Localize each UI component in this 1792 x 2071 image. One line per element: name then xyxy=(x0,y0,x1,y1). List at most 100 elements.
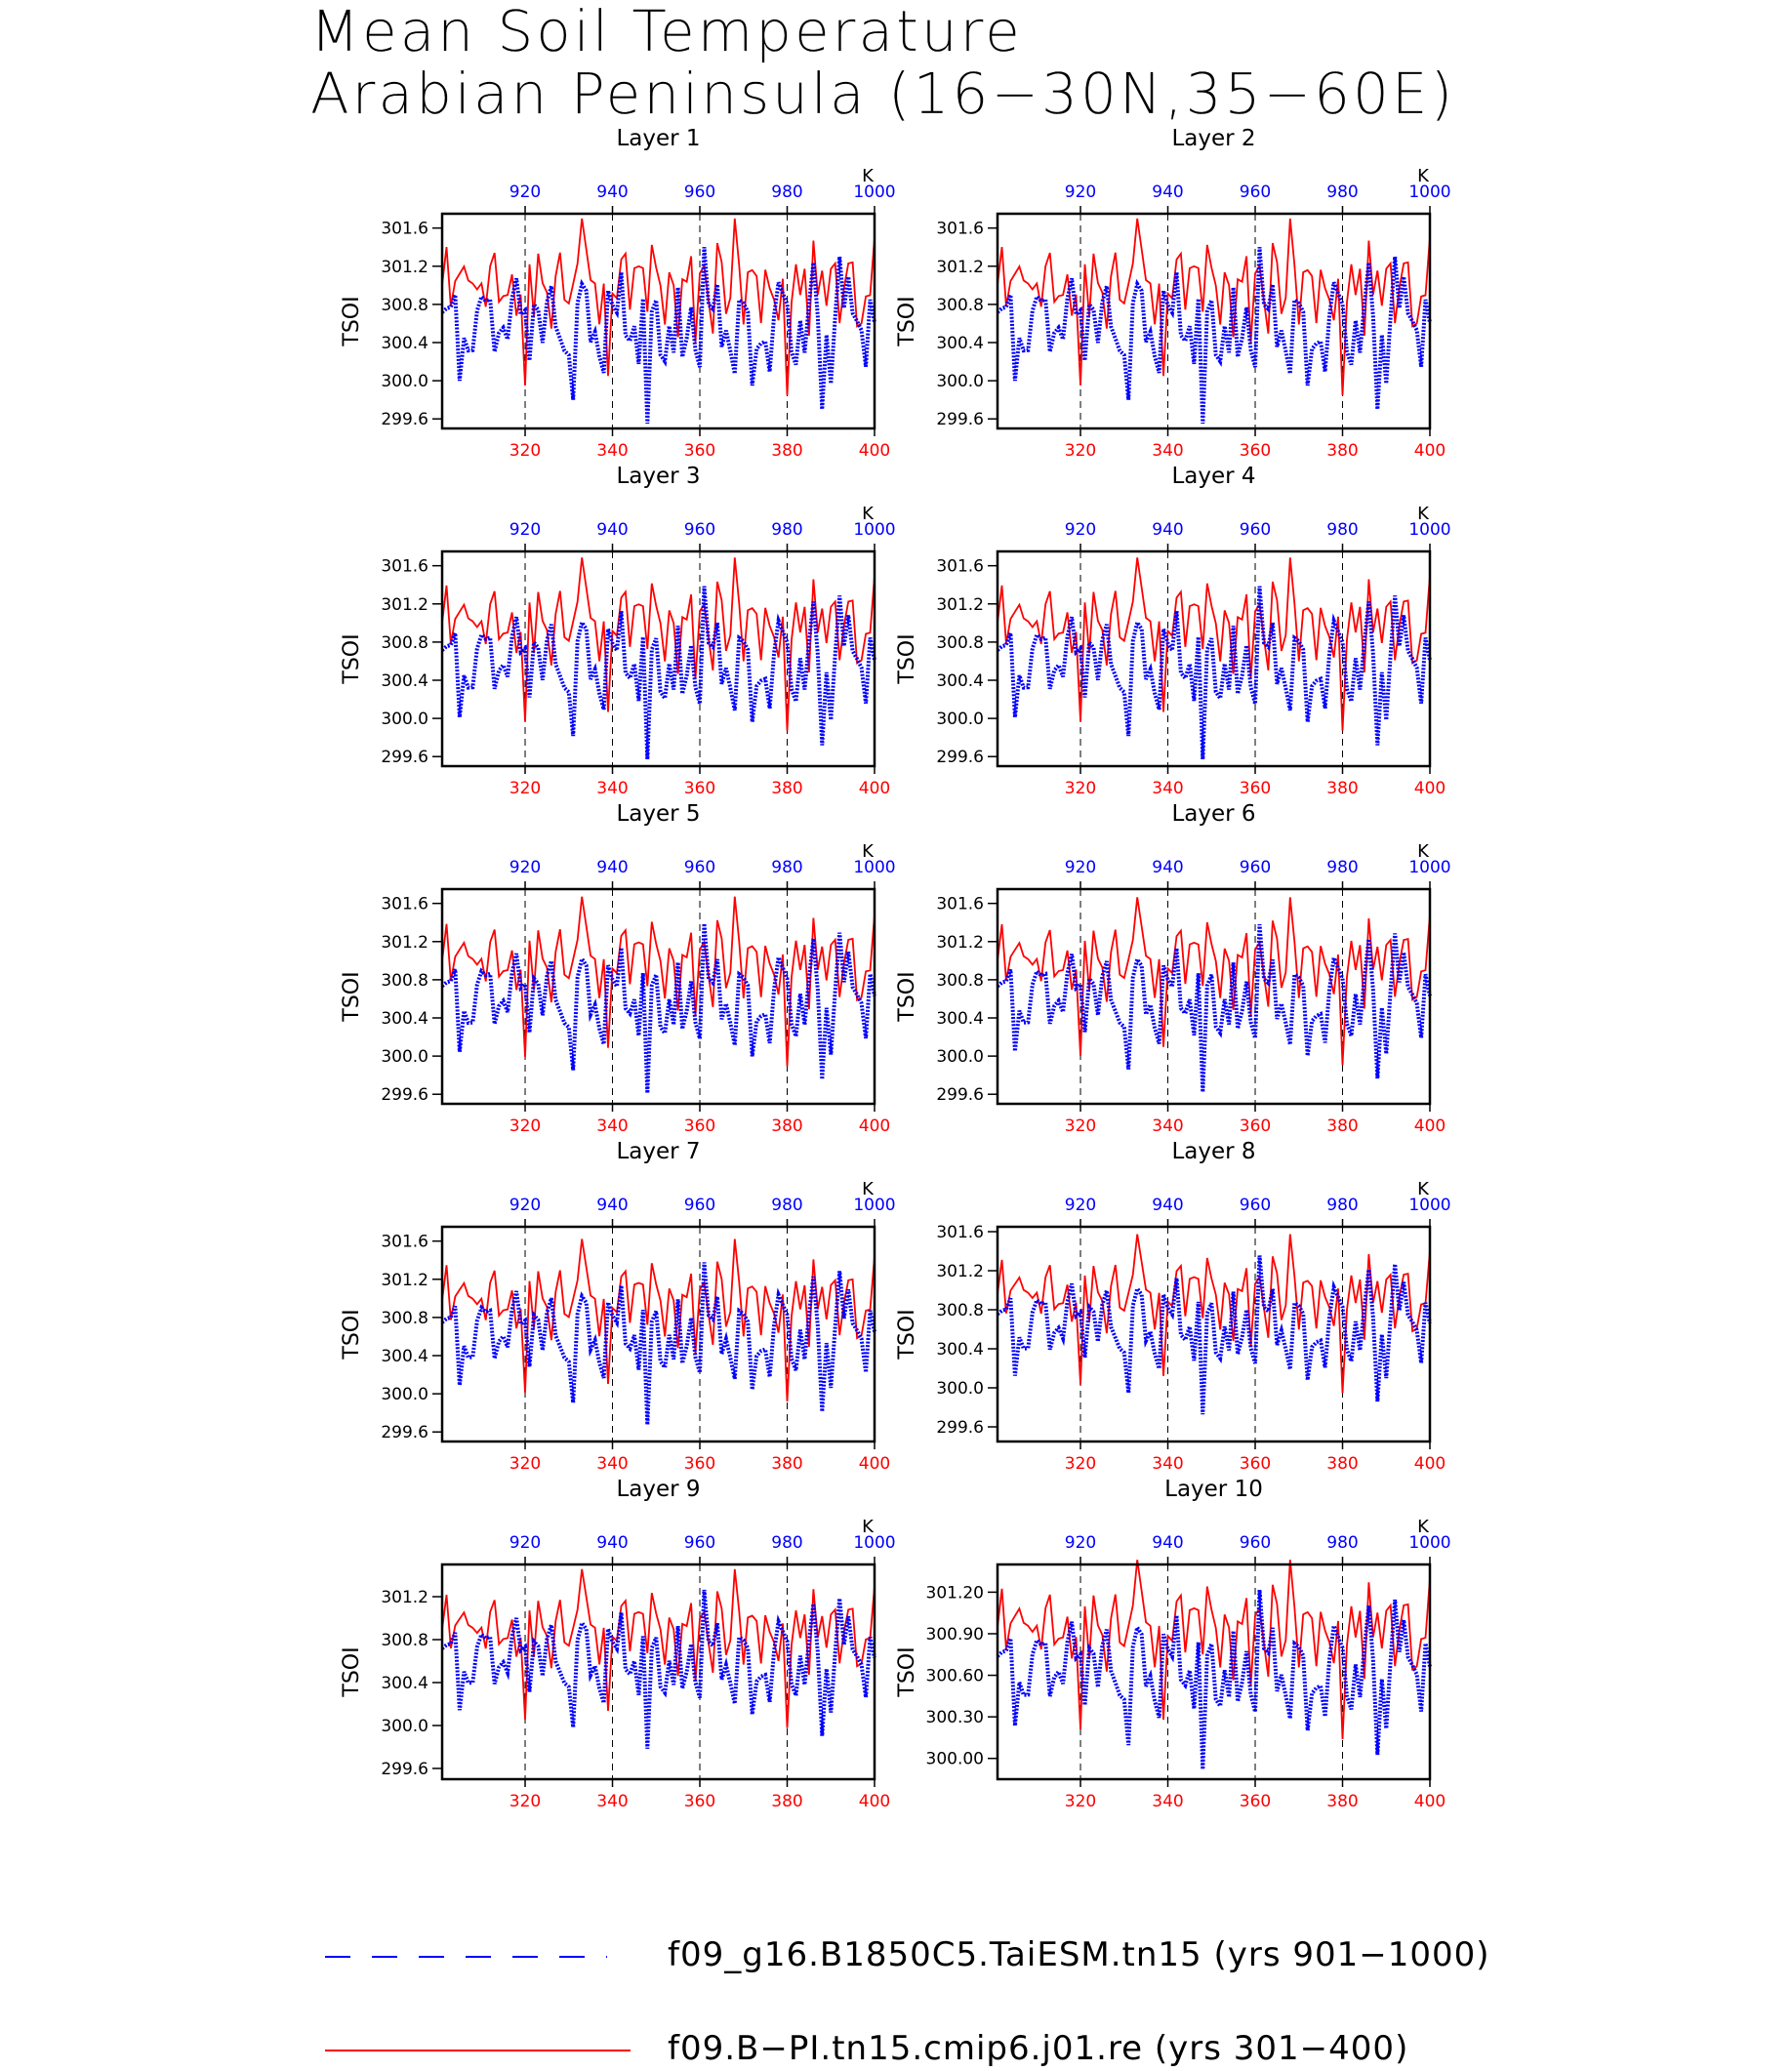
plot-frame xyxy=(440,1563,876,1781)
y-tick-label: 300.4 xyxy=(381,1009,428,1029)
x-top-tick-label: 980 xyxy=(1326,858,1358,877)
y-tick-label: 301.2 xyxy=(381,1271,428,1290)
x-tick-label: 380 xyxy=(1326,1117,1358,1136)
y-axis-label: TSOI xyxy=(340,296,364,346)
panel-layer-2: Layer 2 TSOI 320 920 340 940 360 960 380 980 400 10… xyxy=(895,126,1451,461)
x-top-tick-label: 1000 xyxy=(1408,1196,1450,1215)
x-top-tick-label: 940 xyxy=(1152,183,1183,202)
panel-layer-5: Layer 5 TSOI 320 920 340 940 360 960 380 980 400 10… xyxy=(340,801,896,1136)
x-top-tick-label: 980 xyxy=(771,1533,802,1553)
x-tick-label: 320 xyxy=(509,441,541,461)
x-top-tick-label: 940 xyxy=(596,520,628,540)
series-line-model-a xyxy=(996,1255,1432,1415)
y-tick-label: 301.6 xyxy=(936,1223,984,1242)
x-top-tick-label: 920 xyxy=(1065,183,1096,202)
y-tick-label: 299.6 xyxy=(381,410,428,429)
x-top-tick-label: 960 xyxy=(684,183,715,202)
series-line-model-b xyxy=(441,1239,876,1401)
y-tick-label: 301.6 xyxy=(381,220,428,239)
x-tick-label: 380 xyxy=(771,1117,802,1136)
y-tick-label: 299.6 xyxy=(936,1085,984,1105)
plot-frame xyxy=(440,549,876,768)
x-tick-label: 400 xyxy=(859,779,890,798)
x-tick-label: 380 xyxy=(771,1454,802,1474)
x-top-tick-label: 980 xyxy=(771,183,802,202)
panel-layer-9: Layer 9 TSOI 320 920 340 940 360 960 380 980 400 10… xyxy=(340,1477,896,1811)
x-tick-label: 380 xyxy=(1326,1454,1358,1474)
x-tick-label: 340 xyxy=(1152,1792,1183,1811)
plot-frame xyxy=(996,549,1432,768)
series-line-model-a xyxy=(440,923,876,1094)
x-top-unit: K xyxy=(862,1517,875,1537)
y-tick-label: 300.90 xyxy=(926,1625,984,1645)
series-line-model-a xyxy=(996,1589,1432,1769)
x-tick-label: 400 xyxy=(1414,1454,1446,1474)
series-line-model-b xyxy=(997,218,1431,395)
x-tick-label: 360 xyxy=(1240,1454,1271,1474)
x-tick-label: 400 xyxy=(859,441,890,461)
x-tick-label: 360 xyxy=(684,1117,715,1136)
x-top-tick-label: 1000 xyxy=(1408,520,1450,540)
y-tick-label: 299.6 xyxy=(936,410,984,429)
x-top-tick-label: 960 xyxy=(1240,520,1271,540)
panel-layer-8: Layer 8 TSOI 320 920 340 940 360 960 380 980 400 10… xyxy=(895,1139,1451,1474)
y-tick-label: 301.2 xyxy=(936,258,984,277)
series-line-model-a xyxy=(996,247,1432,425)
x-top-tick-label: 960 xyxy=(684,1196,715,1215)
x-tick-label: 380 xyxy=(1326,1792,1358,1811)
x-tick-label: 320 xyxy=(509,1117,541,1136)
x-top-tick-label: 920 xyxy=(1065,858,1096,877)
x-tick-label: 340 xyxy=(1152,1117,1183,1136)
x-top-tick-label: 920 xyxy=(509,1533,541,1553)
x-top-unit: K xyxy=(1417,1517,1430,1537)
y-tick-label: 301.20 xyxy=(926,1583,984,1603)
y-tick-label: 301.2 xyxy=(381,1588,428,1607)
x-tick-label: 340 xyxy=(1152,779,1183,798)
x-top-unit: K xyxy=(1417,166,1430,186)
x-tick-label: 340 xyxy=(1152,1454,1183,1474)
x-top-tick-label: 960 xyxy=(684,1533,715,1553)
x-tick-label: 320 xyxy=(509,779,541,798)
series-line-model-a xyxy=(440,1262,876,1425)
x-top-tick-label: 1000 xyxy=(1408,1533,1450,1553)
y-tick-label: 300.4 xyxy=(381,1674,428,1693)
y-tick-label: 301.6 xyxy=(936,557,984,577)
y-tick-label: 300.8 xyxy=(936,296,984,315)
y-tick-label: 300.8 xyxy=(381,1631,428,1650)
y-tick-label: 299.6 xyxy=(936,1418,984,1438)
x-top-tick-label: 1000 xyxy=(853,520,895,540)
x-tick-label: 400 xyxy=(1414,779,1446,798)
y-axis-label: TSOI xyxy=(340,633,364,684)
series-line-model-b xyxy=(997,1234,1431,1394)
plot-frame xyxy=(996,1225,1432,1443)
panel-layer-7: Layer 7 TSOI 320 920 340 940 360 960 380 980 400 10… xyxy=(340,1139,896,1474)
y-tick-label: 300.4 xyxy=(381,671,428,691)
x-top-tick-label: 1000 xyxy=(1408,183,1450,202)
x-tick-label: 400 xyxy=(1414,1792,1446,1811)
panel-title: Layer 9 xyxy=(616,1477,700,1502)
x-top-tick-label: 940 xyxy=(596,858,628,877)
x-top-tick-label: 960 xyxy=(1240,183,1271,202)
panel-title: Layer 8 xyxy=(1171,1139,1255,1164)
y-tick-label: 300.0 xyxy=(936,710,984,729)
panel-layer-1: Layer 1 TSOI 320 920 340 940 360 960 380 980 400 10… xyxy=(340,126,896,461)
x-top-tick-label: 980 xyxy=(1326,1533,1358,1553)
series-line-model-b xyxy=(441,218,876,395)
y-tick-label: 300.0 xyxy=(381,372,428,391)
x-top-unit: K xyxy=(862,166,875,186)
x-top-tick-label: 1000 xyxy=(853,1533,895,1553)
x-tick-label: 320 xyxy=(509,1454,541,1474)
x-top-unit: K xyxy=(862,504,875,524)
panel-title: Layer 6 xyxy=(1171,801,1255,827)
x-top-tick-label: 940 xyxy=(1152,858,1183,877)
y-tick-label: 300.8 xyxy=(381,296,428,315)
x-top-tick-label: 1000 xyxy=(853,858,895,877)
x-tick-label: 320 xyxy=(509,1792,541,1811)
series-line-model-b xyxy=(441,896,876,1067)
x-top-tick-label: 920 xyxy=(509,858,541,877)
y-tick-label: 300.0 xyxy=(936,372,984,391)
x-top-tick-label: 980 xyxy=(1326,1196,1358,1215)
x-tick-label: 320 xyxy=(1065,1117,1096,1136)
title-line-2: Arabian Peninsula (16−30N,35−60E) xyxy=(310,61,1456,127)
